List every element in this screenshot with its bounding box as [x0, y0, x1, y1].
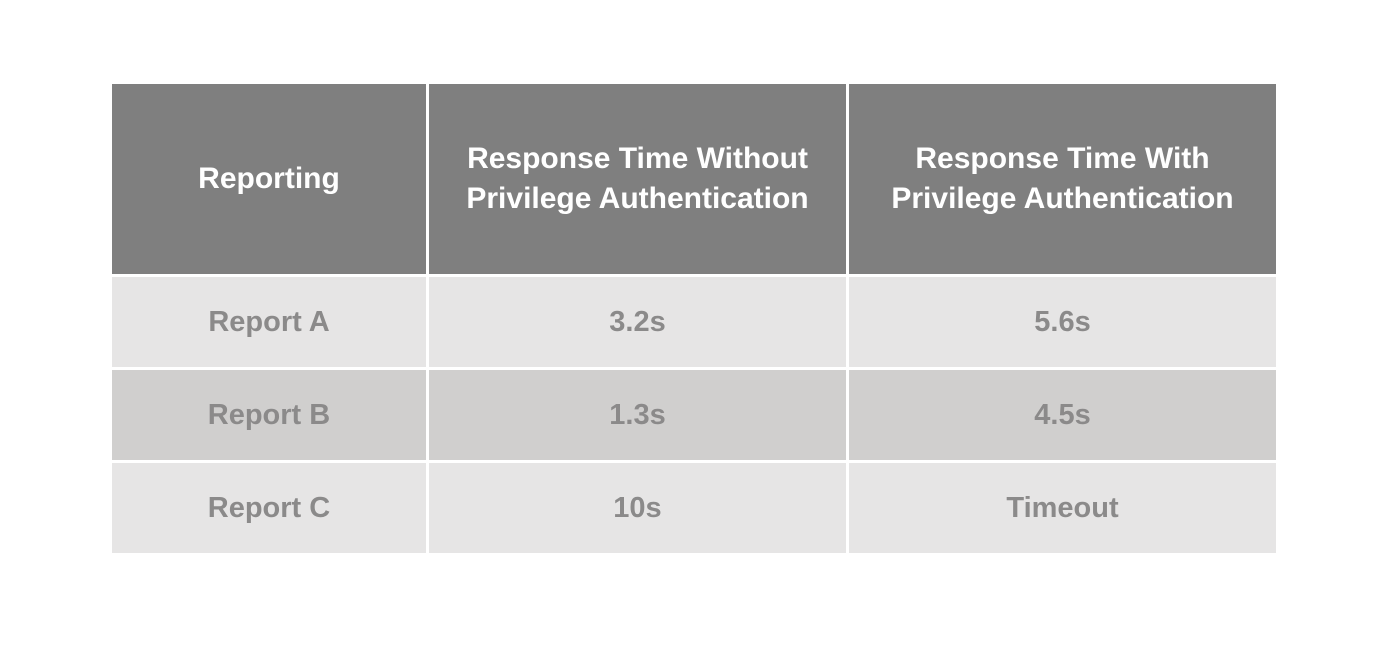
- table-grid: Reporting Response Time Without Privileg…: [112, 84, 1279, 553]
- header-cell-without-auth: Response Time Without Privilege Authenti…: [429, 84, 846, 274]
- header-cell-with-auth: Response Time With Privilege Authenticat…: [849, 84, 1276, 274]
- row-a-without-auth-cell: 3.2s: [429, 277, 846, 367]
- row-c-with-auth-cell: Timeout: [849, 463, 1276, 553]
- row-a-with-auth-cell: 5.6s: [849, 277, 1276, 367]
- row-b-name-cell: Report B: [112, 370, 426, 460]
- row-b-with-auth-cell: 4.5s: [849, 370, 1276, 460]
- row-c-without-auth-cell: 10s: [429, 463, 846, 553]
- row-a-name-cell: Report A: [112, 277, 426, 367]
- header-cell-reporting: Reporting: [112, 84, 426, 274]
- row-c-name-cell: Report C: [112, 463, 426, 553]
- row-b-without-auth-cell: 1.3s: [429, 370, 846, 460]
- response-time-table: Reporting Response Time Without Privileg…: [112, 84, 1279, 553]
